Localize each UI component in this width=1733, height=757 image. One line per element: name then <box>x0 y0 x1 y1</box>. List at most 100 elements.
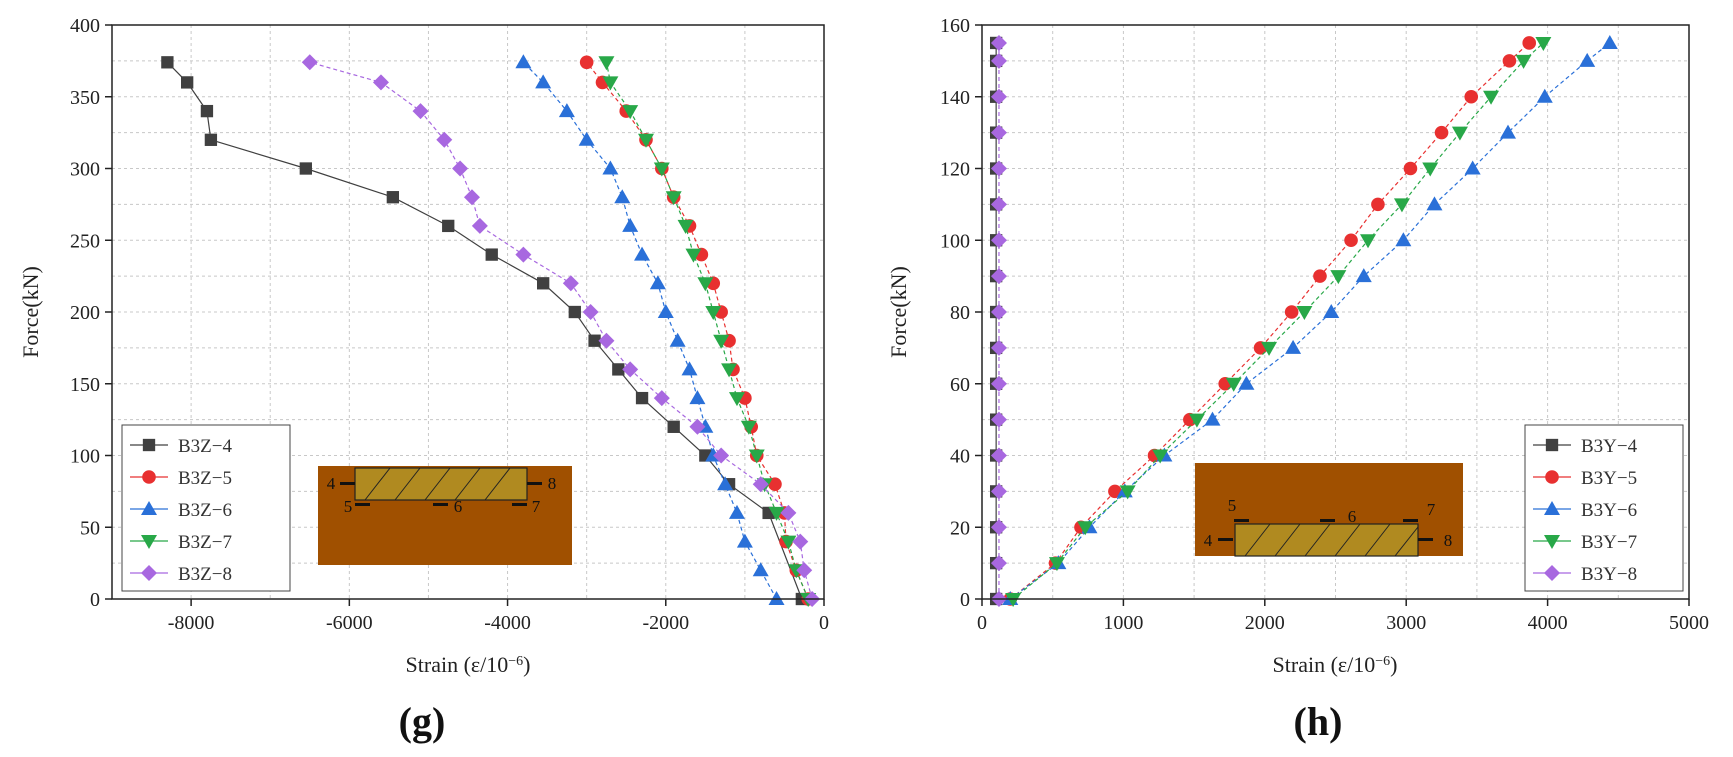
data-point-4 <box>200 104 214 118</box>
data-point-7 <box>602 76 619 91</box>
data-point-6 <box>634 246 651 261</box>
inset-label-4-h: 4 <box>1204 531 1213 550</box>
legend-marker <box>1545 438 1559 452</box>
data-point-7 <box>705 306 722 320</box>
data-point-7 <box>721 363 738 378</box>
data-point-7 <box>713 334 730 349</box>
data-point-8 <box>990 160 1007 177</box>
data-point-7 <box>740 420 757 435</box>
legend-marker <box>141 535 157 549</box>
data-point-8 <box>412 103 429 120</box>
x-tick-label: -8000 <box>168 612 215 634</box>
legend-label: B3Y−6 <box>1581 500 1637 521</box>
y-tick-label: 60 <box>950 374 970 396</box>
data-point-8 <box>990 519 1007 536</box>
inset-label-4-g: 4 <box>327 474 336 493</box>
data-point-7 <box>638 133 654 148</box>
legend-label: B3Z−7 <box>178 532 232 553</box>
data-point-8 <box>990 304 1007 320</box>
x-axis-label-h: Strain (ε/10−6) <box>1273 652 1398 677</box>
series-line-6 <box>1009 42 1611 600</box>
data-point-5 <box>1464 89 1479 104</box>
data-point-8 <box>653 390 670 407</box>
data-point-6 <box>728 504 745 519</box>
panel-label-h: (h) <box>1294 699 1343 744</box>
data-point-8 <box>452 160 469 177</box>
data-point-8 <box>713 447 730 464</box>
inset-diagram-h: 4 5 6 7 8 <box>1195 463 1463 557</box>
legend-label: B3Z−6 <box>178 500 232 521</box>
y-tick-label: 160 <box>940 15 970 37</box>
x-tick-label: 3000 <box>1386 612 1426 634</box>
y-tick-label: 0 <box>960 589 970 611</box>
inset-label-7-h: 7 <box>1427 500 1436 519</box>
legend-label: B3Y−5 <box>1581 468 1637 489</box>
data-point-6 <box>1601 34 1618 49</box>
y-axis-label-h: Force(kN) <box>886 266 911 358</box>
data-point-4 <box>485 248 498 261</box>
y-tick-label: 40 <box>950 446 970 468</box>
legend-marker <box>1545 470 1559 484</box>
data-point-6 <box>752 562 769 577</box>
data-point-7 <box>768 506 785 521</box>
data-point-4 <box>568 305 581 319</box>
data-point-7 <box>1451 126 1468 141</box>
data-point-7 <box>1261 341 1278 356</box>
chart-panel-h: 0 1000 2000 3000 4000 5000 0 20 40 60 80 100 120 140 1… <box>886 15 1709 744</box>
data-point-6 <box>1204 411 1221 426</box>
data-point-7 <box>598 56 615 71</box>
legend-marker <box>142 438 156 452</box>
data-point-4 <box>612 363 625 376</box>
series-group-g <box>161 54 821 607</box>
data-point-6 <box>1285 339 1302 354</box>
data-point-7 <box>780 535 797 550</box>
inset-label-5-g: 5 <box>344 497 353 516</box>
data-point-7 <box>748 449 765 464</box>
x-axis-label-g: Strain (ε/10−6) <box>406 652 531 677</box>
legend-marker <box>1544 535 1560 549</box>
legend-label: B3Y−8 <box>1581 564 1637 585</box>
legend-h: B3Y−4 B3Y−5 B3Y−6 B3Y−7 B3Y−8 <box>1524 424 1684 592</box>
data-point-8 <box>752 476 769 493</box>
data-point-8 <box>990 447 1007 464</box>
data-point-8 <box>689 418 706 435</box>
data-point-7 <box>1393 198 1410 213</box>
data-point-4 <box>537 277 550 290</box>
data-point-4 <box>635 391 649 405</box>
y-tick-label: 50 <box>80 517 100 539</box>
series-line-5 <box>586 61 809 600</box>
x-tick-label: 2000 <box>1245 612 1285 634</box>
y-tick-label: 100 <box>940 230 970 252</box>
panel-label-g: (g) <box>399 699 446 744</box>
data-point-4 <box>386 191 400 204</box>
legend-marker <box>141 565 157 581</box>
data-point-4 <box>667 420 680 433</box>
legend-marker <box>142 470 156 484</box>
data-point-6 <box>1536 88 1553 103</box>
chart-panel-g: -8000 -6000 -4000 -2000 0 0 50 100 150 200 250 300 3… <box>18 15 829 744</box>
data-point-7 <box>1515 54 1532 69</box>
legend-items-h: B3Y−4 B3Y−5 B3Y−6 B3Y−7 B3Y−8 <box>1533 436 1638 585</box>
data-point-4 <box>442 219 455 233</box>
data-point-6 <box>515 54 532 69</box>
data-point-6 <box>736 533 753 548</box>
data-point-6 <box>649 275 666 290</box>
inset-label-6-g: 6 <box>454 497 463 516</box>
data-point-7 <box>1360 234 1377 249</box>
data-point-7 <box>1077 521 1094 536</box>
data-point-7 <box>728 392 745 407</box>
data-point-8 <box>436 131 453 148</box>
data-point-6 <box>669 332 686 347</box>
y-tick-label: 250 <box>70 230 100 252</box>
inset-diagram-g: 4 5 6 7 8 <box>318 466 572 565</box>
data-point-7 <box>1330 270 1347 285</box>
x-tick-label: -6000 <box>326 612 373 634</box>
series-line-5 <box>1009 42 1530 600</box>
data-point-8 <box>301 54 318 71</box>
data-point-7 <box>1119 485 1136 500</box>
data-point-6 <box>614 189 631 204</box>
legend-label: B3Z−4 <box>178 436 232 457</box>
data-point-6 <box>1355 268 1372 283</box>
data-point-5 <box>1522 36 1537 50</box>
data-point-6 <box>1323 304 1340 318</box>
